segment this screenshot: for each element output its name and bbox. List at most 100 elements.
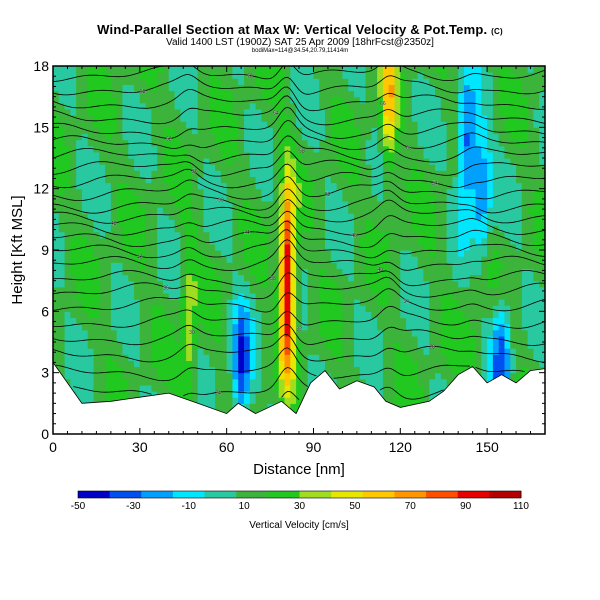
velocity-cell — [162, 164, 170, 171]
velocity-cell — [116, 292, 124, 300]
velocity-cell — [417, 151, 425, 159]
velocity-cell — [278, 121, 286, 128]
velocity-cell — [180, 90, 187, 98]
velocity-cell — [267, 108, 274, 116]
velocity-cell — [70, 115, 77, 122]
velocity-cell — [313, 354, 320, 361]
velocity-cell — [440, 133, 448, 141]
velocity-cell — [469, 84, 477, 92]
velocity-cell — [487, 133, 494, 141]
velocity-cell — [516, 133, 523, 141]
velocity-cell — [267, 323, 274, 331]
velocity-cell — [128, 213, 135, 220]
velocity-cell — [313, 237, 320, 245]
velocity-cell — [452, 127, 459, 135]
velocity-cell — [174, 72, 181, 79]
velocity-cell — [197, 145, 205, 153]
velocity-cell — [388, 243, 396, 251]
velocity-cell — [417, 231, 425, 239]
velocity-cell — [70, 354, 77, 361]
velocity-cell — [209, 342, 216, 349]
velocity-cell — [290, 305, 297, 312]
velocity-cell — [388, 219, 396, 227]
velocity-cell — [53, 262, 60, 269]
velocity-cell — [232, 207, 239, 214]
velocity-cell — [93, 194, 100, 202]
velocity-cell — [58, 164, 66, 171]
velocity-cell — [261, 243, 268, 251]
velocity-cell — [261, 102, 268, 110]
velocity-cell — [371, 225, 378, 233]
velocity-cell — [168, 200, 176, 208]
velocity-cell — [226, 378, 234, 386]
velocity-cell — [521, 139, 529, 147]
velocity-cell — [394, 213, 401, 220]
velocity-cell — [81, 151, 89, 159]
velocity-cell — [93, 66, 100, 73]
velocity-cell — [296, 133, 303, 141]
velocity-cell — [209, 384, 216, 392]
velocity-cell — [226, 176, 234, 184]
velocity-cell — [469, 164, 477, 171]
velocity-cell — [180, 188, 187, 196]
velocity-cell — [70, 200, 77, 208]
velocity-cell — [330, 256, 338, 263]
velocity-cell — [110, 213, 118, 220]
velocity-cell — [377, 164, 384, 171]
velocity-cell — [452, 348, 459, 355]
velocity-cell — [244, 145, 251, 153]
velocity-cell — [209, 323, 216, 331]
velocity-cell — [215, 372, 222, 380]
velocity-cell — [261, 378, 268, 386]
velocity-cell — [272, 391, 280, 398]
velocity-cell — [458, 342, 465, 349]
velocity-cell — [105, 366, 112, 374]
velocity-cell — [267, 329, 274, 337]
velocity-cell — [81, 335, 89, 343]
velocity-cell — [365, 200, 372, 208]
velocity-cell — [284, 176, 291, 184]
velocity-cell — [429, 176, 436, 184]
velocity-cell — [139, 66, 147, 73]
velocity-cell — [162, 329, 170, 337]
velocity-cell — [348, 188, 355, 196]
velocity-cell — [336, 66, 344, 73]
velocity-cell — [105, 121, 112, 128]
velocity-cell — [377, 256, 384, 263]
velocity-cell — [336, 286, 344, 294]
velocity-cell — [122, 243, 129, 251]
velocity-cell — [307, 348, 315, 355]
velocity-cell — [423, 115, 430, 122]
velocity-cell — [145, 176, 152, 184]
velocity-cell — [180, 139, 187, 147]
velocity-cell — [307, 176, 315, 184]
velocity-cell — [504, 329, 511, 337]
velocity-cell — [99, 237, 106, 245]
velocity-cell — [348, 115, 355, 122]
velocity-cell — [110, 372, 118, 380]
velocity-cell — [411, 213, 419, 220]
velocity-cell — [249, 115, 257, 122]
velocity-cell — [359, 121, 367, 128]
velocity-cell — [81, 286, 89, 294]
velocity-cell — [58, 115, 66, 122]
velocity-cell — [325, 151, 332, 159]
velocity-cell — [325, 188, 332, 196]
velocity-cell — [255, 115, 262, 122]
velocity-cell — [209, 121, 216, 128]
velocity-cell — [105, 133, 112, 141]
velocity-cell — [197, 200, 205, 208]
velocity-cell — [232, 335, 239, 343]
velocity-cell — [417, 391, 425, 398]
velocity-cell — [301, 286, 309, 294]
velocity-cell — [359, 262, 367, 269]
velocity-cell — [244, 164, 251, 171]
velocity-cell — [244, 323, 251, 331]
velocity-cell — [348, 151, 355, 159]
velocity-cell — [122, 366, 129, 374]
velocity-cell — [128, 102, 135, 110]
velocity-cell — [475, 133, 482, 141]
velocity-cell — [76, 286, 83, 294]
velocity-cell — [261, 200, 268, 208]
velocity-cell — [330, 194, 338, 202]
